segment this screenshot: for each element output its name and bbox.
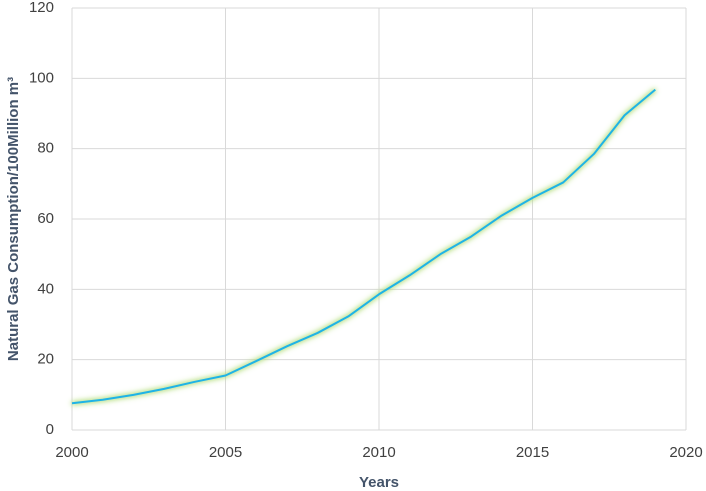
y-tick-label: 40 xyxy=(37,280,54,297)
y-tick-label: 100 xyxy=(29,69,54,86)
x-tick-label: 2000 xyxy=(55,444,88,461)
y-tick-label: 20 xyxy=(37,351,54,368)
y-tick-label: 60 xyxy=(37,210,54,227)
x-tick-label: 2015 xyxy=(516,444,549,461)
x-tick-label: 2010 xyxy=(362,444,395,461)
data-line xyxy=(71,88,656,405)
y-tick-label: 80 xyxy=(37,140,54,157)
x-axis-title: Years xyxy=(359,474,399,491)
x-tick-label: 2020 xyxy=(669,444,702,461)
y-tick-label: 0 xyxy=(46,421,54,438)
y-tick-label: 120 xyxy=(29,0,54,16)
x-tick-label: 2005 xyxy=(209,444,242,461)
y-axis-title: Natural Gas Consumption/100Million m³ xyxy=(5,77,22,361)
